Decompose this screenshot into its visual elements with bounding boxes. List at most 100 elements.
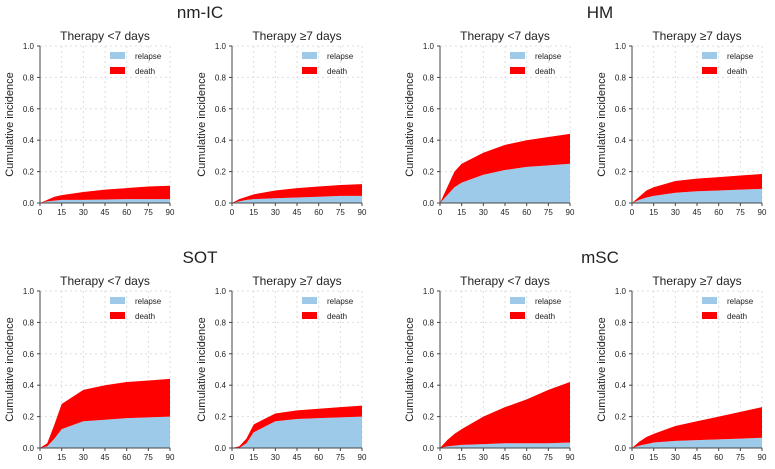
y-tick-label: 0.0 <box>615 444 627 453</box>
x-tick-label: 60 <box>314 453 323 462</box>
legend-label-relapse: relapse <box>535 52 562 61</box>
y-tick-label: 0.2 <box>215 413 227 422</box>
area-relapse <box>440 442 570 448</box>
y-tick-label: 0.4 <box>215 381 227 390</box>
area-death <box>440 133 570 203</box>
y-axis-label: Cumulative incidence <box>4 317 16 422</box>
x-tick-label: 90 <box>566 453 575 462</box>
x-tick-label: 45 <box>293 208 302 217</box>
panel-title: Therapy ≥7 days <box>252 29 341 43</box>
x-tick-label: 90 <box>358 208 367 217</box>
y-tick-label: 0.2 <box>615 168 627 177</box>
x-tick-label: 90 <box>758 453 767 462</box>
group-title: SOT <box>183 248 218 267</box>
x-tick-label: 30 <box>271 208 280 217</box>
x-tick-label: 15 <box>649 208 658 217</box>
area-death <box>632 407 762 448</box>
area-death <box>232 405 362 448</box>
x-tick-label: 0 <box>438 208 443 217</box>
x-tick-label: 60 <box>122 208 131 217</box>
group-title: mSC <box>581 248 619 267</box>
y-tick-label: 0.2 <box>23 168 35 177</box>
x-tick-label: 90 <box>166 453 175 462</box>
panel-title: Therapy ≥7 days <box>652 29 741 43</box>
y-tick-label: 0.0 <box>23 199 35 208</box>
panel-title: Therapy <7 days <box>460 29 550 43</box>
y-axis-label: Cumulative incidence <box>404 317 416 422</box>
x-tick-label: 30 <box>271 453 280 462</box>
y-tick-label: 1.0 <box>615 42 627 51</box>
y-tick-label: 0.2 <box>423 168 435 177</box>
legend-swatch-relapse <box>302 297 317 304</box>
y-tick-label: 0.4 <box>615 136 627 145</box>
group-title: nm-IC <box>177 3 223 22</box>
legend-label-death: death <box>727 67 747 76</box>
x-tick-label: 30 <box>479 453 488 462</box>
y-tick-label: 0.2 <box>23 413 35 422</box>
panel-title: Therapy <7 days <box>60 29 150 43</box>
x-tick-label: 30 <box>671 208 680 217</box>
x-tick-label: 0 <box>38 208 43 217</box>
y-tick-label: 0.8 <box>215 73 227 82</box>
legend-swatch-death <box>110 312 125 319</box>
y-tick-label: 1.0 <box>23 287 35 296</box>
x-tick-label: 45 <box>693 453 702 462</box>
x-tick-label: 60 <box>522 453 531 462</box>
panel-title: Therapy ≥7 days <box>252 274 341 288</box>
legend-label-death: death <box>135 67 155 76</box>
legend-label-death: death <box>327 67 347 76</box>
area-death <box>40 185 170 203</box>
x-tick-label: 60 <box>314 208 323 217</box>
x-tick-label: 60 <box>522 208 531 217</box>
y-tick-label: 0.6 <box>215 350 227 359</box>
x-tick-label: 15 <box>57 453 66 462</box>
x-tick-label: 75 <box>336 453 345 462</box>
y-tick-label: 0.6 <box>423 350 435 359</box>
y-tick-label: 0.4 <box>215 136 227 145</box>
y-tick-label: 0.0 <box>615 199 627 208</box>
y-tick-label: 1.0 <box>215 42 227 51</box>
x-tick-label: 75 <box>736 208 745 217</box>
x-tick-label: 45 <box>101 208 110 217</box>
legend-swatch-death <box>702 67 717 74</box>
area-death <box>632 173 762 203</box>
area-relapse <box>440 163 570 203</box>
area-death <box>232 184 362 203</box>
x-tick-label: 15 <box>57 208 66 217</box>
x-tick-label: 15 <box>649 453 658 462</box>
y-tick-label: 0.8 <box>23 318 35 327</box>
x-tick-label: 90 <box>358 453 367 462</box>
legend-label-relapse: relapse <box>727 52 754 61</box>
y-tick-label: 0.2 <box>615 413 627 422</box>
legend-swatch-death <box>510 312 525 319</box>
y-tick-label: 0.6 <box>615 105 627 114</box>
y-tick-label: 0.4 <box>423 136 435 145</box>
x-tick-label: 45 <box>101 453 110 462</box>
y-tick-label: 1.0 <box>215 287 227 296</box>
y-tick-label: 0.2 <box>423 413 435 422</box>
legend-label-relapse: relapse <box>535 297 562 306</box>
legend-label-relapse: relapse <box>727 297 754 306</box>
x-tick-label: 0 <box>38 453 43 462</box>
area-relapse <box>40 199 170 203</box>
y-tick-label: 1.0 <box>615 287 627 296</box>
y-tick-label: 0.8 <box>423 73 435 82</box>
y-axis-label: Cumulative incidence <box>596 72 608 177</box>
area-relapse <box>632 437 762 448</box>
y-tick-label: 0.8 <box>615 73 627 82</box>
legend-swatch-death <box>702 312 717 319</box>
y-tick-label: 0.8 <box>23 73 35 82</box>
area-relapse <box>232 195 362 203</box>
x-tick-label: 15 <box>249 453 258 462</box>
y-tick-label: 0.6 <box>215 105 227 114</box>
x-tick-label: 0 <box>230 208 235 217</box>
x-tick-label: 90 <box>566 208 575 217</box>
panel-title: Therapy <7 days <box>60 274 150 288</box>
legend-swatch-relapse <box>702 52 717 59</box>
x-tick-label: 0 <box>230 453 235 462</box>
y-tick-label: 0.8 <box>215 318 227 327</box>
x-tick-label: 75 <box>544 208 553 217</box>
x-tick-label: 30 <box>79 208 88 217</box>
legend-label-death: death <box>535 312 555 321</box>
